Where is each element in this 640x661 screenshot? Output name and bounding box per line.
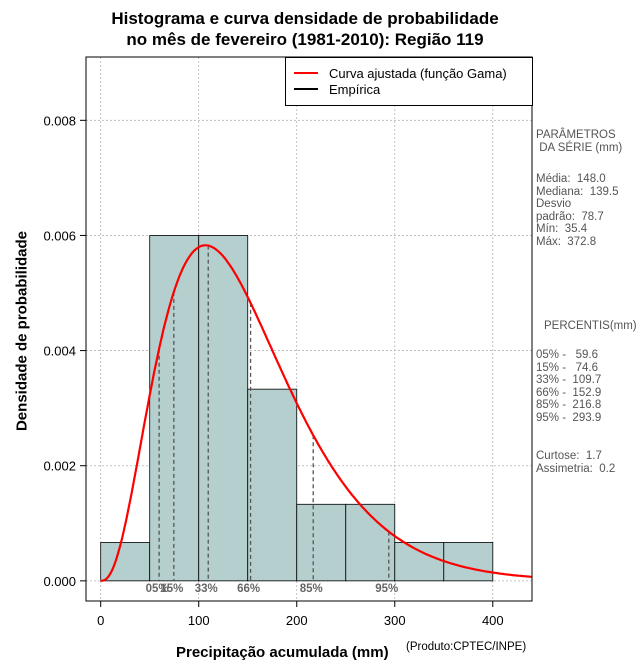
y-tick-label: 0.008 — [43, 113, 76, 128]
percentiles-title: PERCENTIS(mm) — [544, 320, 637, 332]
y-tick-label: 0.004 — [43, 344, 76, 359]
legend-item-empirical: Empírica — [294, 81, 380, 97]
legend-item-fitted: Curva ajustada (função Gama) — [294, 65, 507, 81]
legend: Curva ajustada (função Gama) Empírica — [285, 57, 533, 106]
histogram-bar-2 — [149, 235, 200, 582]
chart-title: Histograma e curva densidade de probabil… — [0, 8, 610, 50]
percentile-label-15%: 15% — [160, 583, 183, 595]
y-tick-label: 0.006 — [43, 228, 76, 243]
legend-swatch-fitted — [294, 72, 318, 74]
percentile-label-95%: 95% — [375, 583, 398, 595]
percentile-label-85%: 85% — [300, 583, 323, 595]
histogram-bar-3 — [198, 235, 249, 582]
histogram-bar-8 — [443, 542, 494, 582]
product-note: (Produto:CPTEC/INPE) — [406, 641, 527, 653]
chart-title-line-1: Histograma e curva densidade de probabil… — [111, 9, 499, 28]
y-tick-label: 0.000 — [43, 574, 76, 589]
parameters-values: Média: 148.0 Mediana: 139.5 Desvio padrã… — [536, 173, 619, 248]
chart-title-line-2: no mês de fevereiro (1981-2010): Região … — [126, 30, 484, 49]
histogram-bar-6 — [345, 503, 396, 582]
shape-statistics: Curtose: 1.7 Assimetria: 0.2 — [536, 450, 616, 475]
legend-label-empirical: Empírica — [329, 81, 381, 97]
legend-label-fitted: Curva ajustada (função Gama) — [329, 65, 507, 81]
x-tick-label: 400 — [482, 613, 504, 628]
x-tick-label: 300 — [384, 613, 406, 628]
histogram-bar-4 — [247, 388, 298, 582]
parameters-title: PARÂMETROS DA SÉRIE (mm) — [536, 129, 623, 154]
histogram-bar-1 — [100, 542, 151, 582]
y-tick-label: 0.002 — [43, 459, 76, 474]
histogram-bar-7 — [394, 542, 445, 582]
percentiles-values: 05% - 59.6 15% - 74.6 33% - 109.7 66% - … — [536, 349, 602, 424]
percentile-label-33%: 33% — [195, 583, 218, 595]
x-tick-label: 100 — [188, 613, 210, 628]
legend-swatch-empirical — [294, 88, 318, 90]
y-axis-label: Densidade de probabilidade — [13, 230, 31, 432]
percentile-label-66%: 66% — [237, 583, 260, 595]
x-tick-label: 0 — [97, 613, 104, 628]
x-axis-label: Precipitação acumulada (mm) — [176, 644, 389, 661]
percentile-label-05%: 05% — [146, 583, 169, 595]
fitted-gamma-curve — [100, 244, 533, 582]
x-tick-label: 200 — [286, 613, 308, 628]
histogram-bar-5 — [296, 503, 347, 582]
